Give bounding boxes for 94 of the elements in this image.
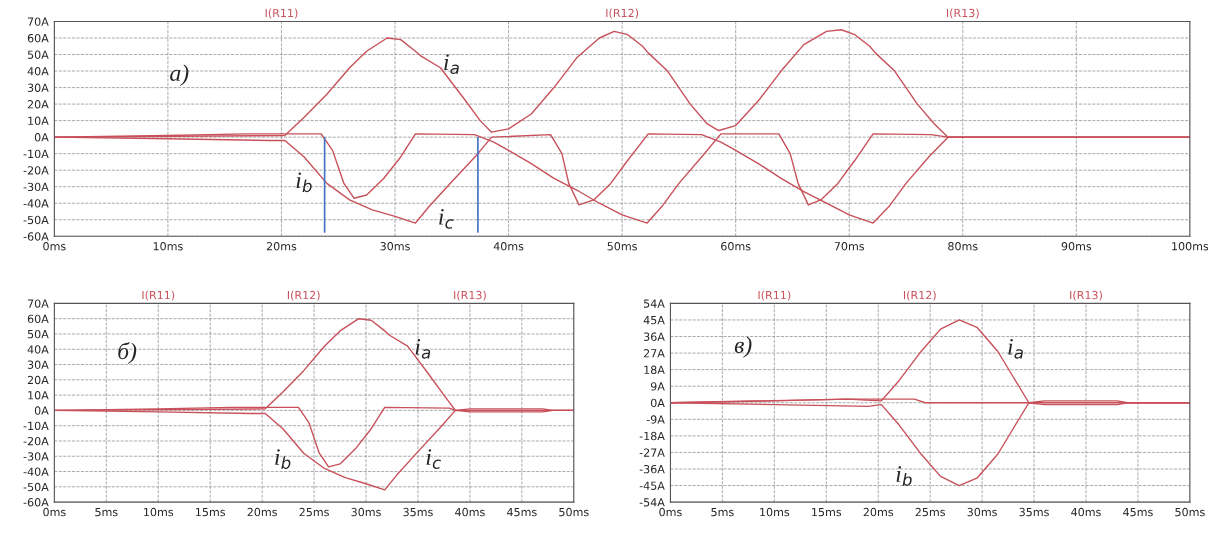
x-tick-label: 40ms	[455, 507, 485, 517]
x-tick-label: 40ms	[493, 242, 524, 251]
y-tick-label: -54A	[639, 498, 665, 507]
x-tick-label: 40ms	[1071, 507, 1101, 517]
x-tick-label: 25ms	[299, 507, 329, 517]
x-tick-label: 50ms	[607, 242, 637, 251]
x-tick-label: 0ms	[659, 507, 682, 517]
y-tick-label: 27A	[643, 349, 665, 358]
annotation: б)	[118, 342, 137, 365]
y-tick-label: -20A	[23, 166, 49, 175]
y-tick-label: -36A	[639, 464, 665, 474]
x-tick-label: 20ms	[863, 507, 894, 517]
annotation: a)	[170, 64, 189, 86]
x-tick-label: 50ms	[1175, 507, 1205, 517]
y-tick-label: 9A	[650, 382, 665, 391]
y-tick-label: -10A	[23, 421, 49, 431]
x-tick-label: 15ms	[196, 507, 226, 517]
text: I(R12)	[287, 290, 320, 301]
y-tick-label: -50A	[23, 482, 49, 492]
y-tick-label: -9A	[646, 415, 665, 424]
y-tick-label: 0A	[34, 133, 49, 142]
x-tick-label: 0ms	[43, 242, 66, 251]
x-tick-label: 50ms	[559, 507, 589, 517]
y-tick-label: 40A	[27, 345, 49, 354]
text: I(R13)	[454, 290, 486, 301]
annotation: i$_{a}$	[1008, 338, 1023, 359]
y-tick-label: 30A	[27, 360, 49, 369]
text: I(R13)	[946, 8, 979, 19]
x-tick-label: 80ms	[948, 242, 978, 251]
text: I(R11)	[265, 8, 298, 19]
x-tick-label: 20ms	[247, 507, 277, 517]
x-tick-label: 30ms	[351, 507, 381, 517]
text: I(R12)	[606, 8, 639, 19]
text: I(R12)	[903, 290, 936, 301]
y-tick-label: 40A	[27, 67, 49, 76]
x-tick-label: 30ms	[380, 242, 410, 251]
annotation: i$_{c}$	[439, 208, 454, 229]
y-tick-label: -50A	[23, 215, 49, 225]
y-tick-label: 45A	[643, 316, 665, 325]
y-tick-label: 30A	[27, 83, 49, 92]
x-tick-label: 0ms	[43, 507, 66, 517]
annotation: i$_{b}$	[296, 172, 312, 193]
y-tick-label: -60A	[23, 232, 49, 241]
y-tick-label: -20A	[23, 436, 49, 446]
y-tick-label: 36A	[643, 332, 665, 341]
x-tick-label: 60ms	[721, 242, 751, 251]
y-tick-label: -30A	[23, 452, 49, 461]
y-tick-label: 70A	[27, 299, 49, 308]
y-tick-label: 54A	[644, 299, 665, 308]
x-tick-label: 35ms	[403, 507, 433, 517]
y-tick-label: -40A	[23, 467, 49, 476]
x-tick-label: 5ms	[711, 507, 734, 517]
y-tick-label: 70A	[27, 17, 49, 26]
y-tick-label: 50A	[27, 50, 49, 59]
x-tick-label: 90ms	[1061, 242, 1092, 251]
annotation: i$_{b}$	[275, 449, 291, 469]
text: I(R11)	[142, 290, 175, 301]
x-tick-label: 30ms	[967, 507, 997, 517]
y-tick-label: 10A	[28, 116, 49, 125]
x-tick-label: 10ms	[153, 242, 183, 251]
annotation: i$_{c}$	[426, 449, 441, 469]
y-tick-label: 18A	[644, 365, 665, 375]
x-tick-label: 10ms	[144, 507, 174, 517]
y-tick-label: 0A	[650, 398, 665, 408]
y-tick-label: 60A	[27, 33, 49, 43]
x-tick-label: 45ms	[1123, 507, 1153, 517]
annotation: i$_{a}$	[415, 338, 431, 359]
x-tick-label: 25ms	[915, 507, 945, 517]
x-tick-label: 35ms	[1019, 507, 1049, 517]
y-tick-label: 0A	[34, 406, 49, 415]
annotation: в)	[734, 336, 752, 358]
y-tick-label: 50A	[27, 329, 49, 339]
x-tick-label: 100ms	[1172, 242, 1208, 251]
x-tick-label: 5ms	[95, 507, 118, 517]
text: I(R13)	[1070, 290, 1102, 301]
y-tick-label: -27A	[639, 448, 665, 457]
x-tick-label: 45ms	[507, 507, 537, 517]
text: I(R11)	[758, 290, 791, 301]
y-tick-label: -10A	[23, 149, 49, 159]
x-tick-label: 10ms	[760, 507, 790, 517]
y-tick-label: 20A	[27, 100, 49, 109]
y-tick-label: -18A	[639, 431, 665, 441]
y-tick-label: -30A	[23, 182, 49, 192]
y-tick-label: 20A	[27, 375, 49, 385]
y-tick-label: 10A	[28, 391, 49, 400]
y-tick-label: -45A	[639, 481, 665, 490]
y-tick-label: -40A	[23, 199, 49, 208]
y-tick-label: 60A	[27, 314, 49, 324]
x-tick-label: 15ms	[812, 507, 842, 517]
annotation: i$_{b}$	[896, 466, 912, 486]
annotation: i$_{a}$	[444, 54, 459, 75]
x-tick-label: 20ms	[266, 242, 297, 251]
y-tick-label: -60A	[23, 498, 49, 507]
x-tick-label: 70ms	[834, 242, 865, 251]
